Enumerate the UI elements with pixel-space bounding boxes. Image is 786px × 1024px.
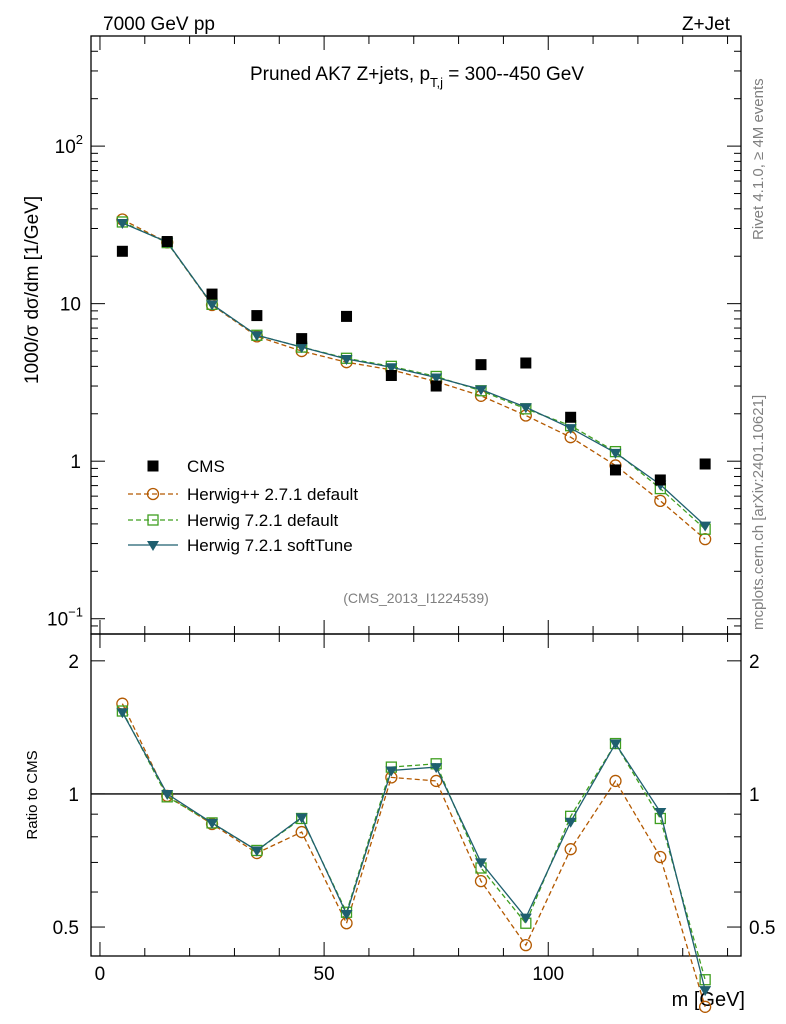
- ytick-exponent: −1: [68, 605, 83, 620]
- main-point-herwig-7-2-1-softtune: [609, 448, 622, 459]
- ratio-panel-frame: [90, 633, 742, 957]
- main-point-cms: [520, 357, 532, 369]
- main-point-herwig-7-2-1-softtune: [250, 331, 263, 342]
- xtick-label: 100: [532, 964, 564, 985]
- legend-marker-cms: [147, 460, 159, 472]
- main-ytick-label: 10−1: [47, 605, 83, 631]
- ratio-line-herwig-2-7-1-default: [121, 703, 706, 1008]
- legend-label-cms: CMS: [187, 457, 225, 476]
- main-point-herwig-7-2-1-softtune: [430, 373, 443, 384]
- main-ytick-label: 102: [55, 132, 83, 158]
- main-point-herwig-2-7-1-default: [654, 494, 667, 508]
- main-point-herwig-7-2-1-softtune: [206, 300, 219, 311]
- legend-marker-herwig-2-7-1-default: [146, 487, 160, 501]
- main-point-cms: [609, 464, 621, 476]
- main-point-herwig-7-2-1-softtune: [564, 424, 577, 435]
- ratio-ytick-label-right: 1: [749, 785, 760, 806]
- header-left: 7000 GeV pp: [103, 14, 215, 35]
- xlabel: m [GeV]: [672, 989, 745, 1011]
- ratio-point-herwig-2-7-1-default: [295, 825, 308, 839]
- ratio-point-herwig-2-7-1-default: [474, 874, 488, 888]
- ytick-base: 10: [55, 137, 76, 158]
- main-ylabel: 1000/σ dσ/dm [1/GeV]: [22, 196, 43, 384]
- ratio-ytick-label-left: 2: [68, 652, 79, 673]
- ratio-point-herwig-7-2-1-softtune: [295, 813, 308, 824]
- ratio-point-herwig-7-2-1-softtune: [116, 708, 129, 719]
- main-point-herwig-7-2-1-softtune: [699, 521, 712, 532]
- ratio-point-herwig-7-2-1-softtune: [609, 739, 622, 750]
- main-ytick-label: 1: [70, 452, 81, 473]
- data-series: [116, 213, 712, 1013]
- ratio-point-herwig-2-7-1-default: [430, 774, 443, 788]
- ratio-point-herwig-7-2-1-softtune: [654, 808, 667, 819]
- main-point-cms: [385, 369, 397, 381]
- ratio-point-herwig-7-2-1-softtune: [519, 913, 532, 924]
- ratio-point-herwig-2-7-1-default: [654, 850, 667, 864]
- ratio-line-herwig-7-2-1-default: [121, 710, 706, 980]
- xtick-label: 50: [314, 964, 335, 985]
- main-point-herwig-7-2-1-softtune: [519, 403, 532, 414]
- main-point-herwig-7-2-1-softtune: [385, 363, 398, 374]
- title-part-2: = 300--450 GeV: [443, 64, 584, 85]
- ratio-ylabel: Ratio to CMS: [24, 750, 41, 839]
- ratio-point-herwig-7-2-1-softtune: [430, 763, 443, 774]
- title-part-1: Pruned AK7 Z+jets, p: [250, 64, 430, 85]
- ratio-point-herwig-7-2-1-softtune: [340, 910, 353, 921]
- main-point-cms: [341, 310, 353, 322]
- main-line-herwig-7-2-1-softtune: [122, 222, 706, 527]
- ratio-point-herwig-7-2-1-softtune: [206, 818, 219, 829]
- ratio-point-herwig-2-7-1-default: [519, 938, 532, 952]
- main-point-cms: [565, 411, 577, 423]
- main-point-cms: [296, 333, 308, 345]
- ratio-point-herwig-7-2-1-softtune: [475, 858, 487, 869]
- ratio-point-herwig-7-2-1-softtune: [385, 766, 398, 777]
- main-point-herwig-7-2-1-softtune: [340, 355, 353, 366]
- ratio-point-herwig-7-2-1-softtune: [564, 817, 577, 828]
- main-point-herwig-7-2-1-softtune: [295, 343, 308, 354]
- main-point-cms: [251, 310, 263, 322]
- main-point-herwig-7-2-1-softtune: [116, 219, 129, 230]
- main-point-cms: [116, 245, 128, 257]
- main-point-cms: [654, 474, 666, 486]
- mcplots-label: mcplots.cern.ch [arXiv:2401.10621]: [750, 395, 767, 630]
- title-subscript: T,j: [430, 75, 443, 90]
- legend-label-herwig-7-2-1-softtune: Herwig 7.2.1 softTune: [187, 536, 353, 555]
- main-title: Pruned AK7 Z+jets, pT,j = 300--450 GeV: [250, 64, 584, 90]
- ratio-point-herwig-7-2-1-softtune: [161, 789, 174, 800]
- ratio-ytick-label-left: 0.5: [53, 918, 79, 939]
- main-point-herwig-7-2-1-softtune: [475, 385, 487, 396]
- legend: CMS Herwig++ 2.7.1 default Herwig 7.2.1 de…: [128, 457, 358, 555]
- ratio-point-herwig-2-7-1-default: [698, 1000, 712, 1013]
- main-point-cms: [699, 458, 711, 470]
- rivet-label: Rivet 4.1.0, ≥ 4M events: [750, 78, 767, 240]
- analysis-watermark: (CMS_2013_I1224539): [343, 590, 489, 606]
- main-point-cms: [475, 359, 487, 371]
- ratio-point-herwig-7-2-1-softtune: [250, 846, 263, 857]
- ratio-point-herwig-2-7-1-default: [609, 774, 622, 788]
- main-point-cms: [430, 380, 442, 392]
- legend-label-herwig-2-7-1-default: Herwig++ 2.7.1 default: [187, 485, 358, 504]
- ratio-ytick-label-right: 2: [749, 652, 760, 673]
- ratio-ytick-label-right: 0.5: [749, 918, 775, 939]
- ratio-line-herwig-7-2-1-softtune: [121, 711, 706, 991]
- xtick-label: 0: [95, 964, 106, 985]
- ratio-point-herwig-7-2-1-softtune: [699, 986, 712, 997]
- ratio-point-herwig-7-2-1-default: [699, 974, 711, 986]
- ytick-base: 10: [47, 610, 68, 631]
- ratio-point-herwig-2-7-1-default: [564, 843, 577, 856]
- legend-label-herwig-7-2-1-default: Herwig 7.2.1 default: [187, 511, 338, 530]
- main-point-cms: [206, 288, 218, 300]
- ytick-exponent: 2: [76, 132, 83, 147]
- main-point-cms: [161, 236, 173, 248]
- header-right: Z+Jet: [682, 14, 731, 35]
- legend-marker-herwig-7-2-1-default: [147, 514, 159, 526]
- legend-marker-herwig-7-2-1-softtune: [147, 541, 159, 551]
- ratio-ytick-label-left: 1: [68, 785, 79, 806]
- main-ytick-label: 10: [60, 295, 81, 316]
